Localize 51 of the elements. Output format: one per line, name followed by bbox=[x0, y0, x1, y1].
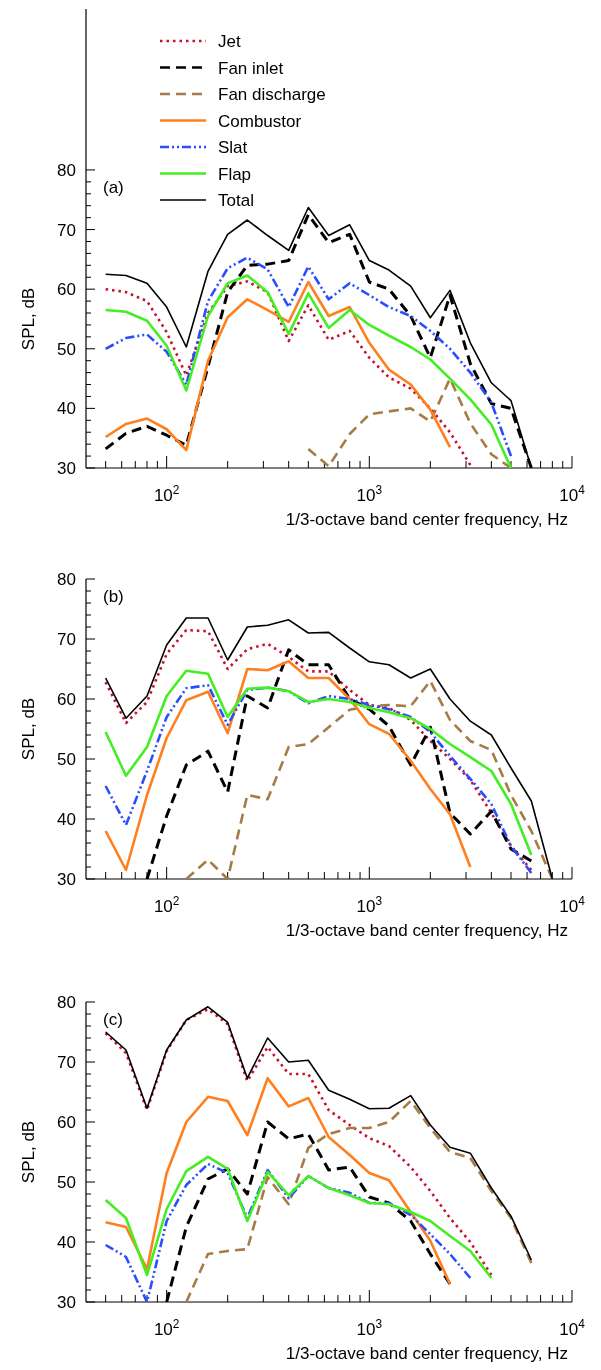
y-tick-label: 40 bbox=[57, 1233, 76, 1252]
y-axis-title: SPL, dB bbox=[19, 1120, 38, 1184]
x-axis-title: 1/3-octave band center frequency, Hz bbox=[285, 921, 568, 940]
x-axis-title: 1/3-octave band center frequency, Hz bbox=[285, 510, 568, 529]
x-tick-label: 10$^{2}$ bbox=[153, 1317, 180, 1339]
y-tick-label: 30 bbox=[57, 870, 76, 889]
x-tick-label: 10$^{4}$ bbox=[559, 1317, 586, 1339]
annotation: (a) bbox=[103, 177, 124, 197]
x-tick-label: 10$^{4}$ bbox=[559, 894, 586, 916]
y-tick-label: 50 bbox=[57, 1173, 76, 1192]
x-tick-label: 10$^{3}$ bbox=[356, 894, 383, 916]
y-tick-label: 80 bbox=[57, 160, 76, 180]
x-axis-title: 1/3-octave band center frequency, Hz bbox=[285, 1344, 568, 1363]
legend-label: Slat bbox=[218, 138, 248, 157]
y-tick-label: 40 bbox=[57, 399, 76, 419]
x-tick-label: 10$^{3}$ bbox=[356, 483, 383, 505]
line-series bbox=[104, 669, 533, 857]
y-tick-label: 60 bbox=[57, 1113, 76, 1132]
y-tick-label: 70 bbox=[57, 1053, 76, 1072]
y-tick-label: 50 bbox=[57, 339, 76, 359]
y-tick-label: 70 bbox=[57, 630, 76, 649]
line-series bbox=[104, 1155, 493, 1280]
legend-label: Flap bbox=[218, 164, 252, 184]
y-axis-title: SPL, dB bbox=[19, 697, 38, 761]
annotation: (b) bbox=[103, 587, 124, 606]
line-series bbox=[104, 683, 533, 875]
legend-label: Fan inlet bbox=[218, 58, 284, 78]
line-series bbox=[104, 659, 472, 872]
y-tick-label: 80 bbox=[57, 570, 76, 589]
line-series bbox=[184, 1099, 533, 1302]
y-tick-label: 60 bbox=[57, 690, 76, 709]
y-tick-label: 40 bbox=[57, 810, 76, 829]
legend-label: Jet bbox=[218, 32, 241, 51]
x-tick-label: 10$^{2}$ bbox=[153, 894, 180, 916]
legend-label: Combustor bbox=[218, 111, 302, 131]
legend-label: Fan discharge bbox=[218, 85, 326, 104]
line-series bbox=[104, 1162, 472, 1302]
x-tick-label: 10$^{3}$ bbox=[356, 1317, 383, 1339]
y-tick-label: 80 bbox=[57, 993, 76, 1012]
x-tick-label: 10$^{2}$ bbox=[153, 483, 180, 505]
legend-label: Total bbox=[218, 191, 254, 210]
y-tick-label: 30 bbox=[57, 1293, 76, 1312]
line-series bbox=[104, 1076, 452, 1286]
annotation: (c) bbox=[103, 1010, 123, 1029]
y-tick-label: 30 bbox=[57, 459, 76, 478]
y-tick-label: 70 bbox=[57, 220, 76, 240]
x-tick-label: 10$^{4}$ bbox=[559, 483, 586, 505]
y-tick-label: 50 bbox=[57, 750, 76, 769]
y-axis-title: SPL, dB bbox=[19, 287, 38, 351]
line-series bbox=[184, 679, 554, 879]
y-tick-label: 60 bbox=[57, 280, 76, 300]
